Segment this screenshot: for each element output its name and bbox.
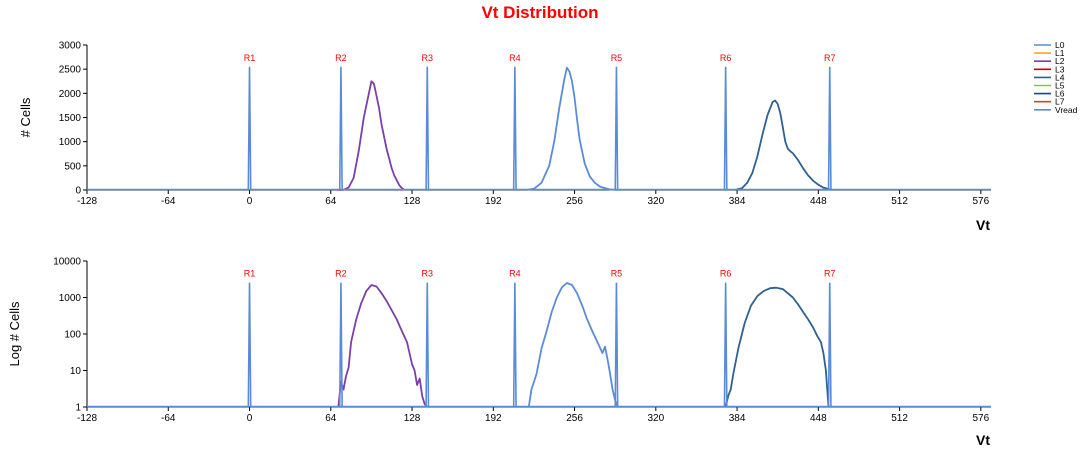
x-tick-label: 576 — [972, 196, 989, 207]
y-axis-label: Log # Cells — [7, 301, 22, 367]
legend-label-L7: L7 — [1055, 97, 1065, 107]
series-L0-line — [526, 66, 618, 191]
read-level-R6-label: R6 — [720, 269, 732, 279]
read-level-R1-label: R1 — [244, 53, 256, 63]
y-tick-label: 10 — [70, 366, 82, 377]
series-group — [87, 66, 991, 191]
legend-label-L0: L0 — [1055, 40, 1065, 50]
y-tick-label: 1000 — [59, 137, 82, 148]
y-tick-label: 0 — [75, 186, 81, 197]
read-level-R6-line — [723, 282, 728, 408]
series-L4-line — [734, 99, 832, 191]
legend-label-L2: L2 — [1055, 56, 1065, 66]
x-tick-label: 448 — [810, 196, 827, 207]
x-tick-label: 192 — [485, 196, 502, 207]
read-level-R5-label: R5 — [611, 269, 623, 279]
plot-2: 1 10 100 1000 10000 -128 -64 0 64 128 192 256 320 384… — [7, 257, 991, 448]
read-level-R1-line — [247, 66, 252, 191]
legend-label-L1: L1 — [1055, 48, 1065, 58]
read-level-R7-line — [827, 282, 832, 408]
legend-label-L3: L3 — [1055, 64, 1065, 74]
x-tick-label: -64 — [161, 196, 176, 207]
series-L0-line — [527, 282, 619, 408]
read-level-R2-label: R2 — [335, 53, 347, 63]
x-tick-label: 0 — [247, 413, 253, 424]
x-tick-label: 192 — [485, 413, 502, 424]
y-tick-label: 1000 — [59, 293, 82, 304]
x-tick-label: 512 — [891, 413, 908, 424]
x-tick-label: 576 — [972, 413, 989, 424]
x-axis-label: Vt — [976, 432, 990, 448]
series-L2-line — [337, 284, 428, 408]
x-tick-label: 320 — [647, 196, 664, 207]
read-level-R3-line — [425, 66, 430, 191]
read-level-R4-line — [512, 282, 517, 408]
x-tick-label: 64 — [325, 413, 337, 424]
legend-label-L6: L6 — [1055, 89, 1065, 99]
series-L4-line — [724, 286, 830, 408]
x-tick-label: 128 — [404, 196, 421, 207]
x-tick-label: -128 — [77, 413, 97, 424]
y-tick-label: 100 — [64, 330, 81, 341]
x-tick-label: 0 — [247, 196, 253, 207]
y-tick-label: 1 — [75, 403, 81, 414]
read-level-R5-label: R5 — [611, 53, 623, 63]
x-tick-label: 448 — [810, 413, 827, 424]
x-axis-label: Vt — [976, 217, 990, 233]
x-tick-label: 64 — [325, 196, 337, 207]
read-level-R5-line — [614, 282, 619, 408]
read-level-R3-label: R3 — [422, 269, 434, 279]
y-tick-label: 1500 — [59, 113, 82, 124]
x-tick-label: -64 — [161, 413, 176, 424]
read-level-R4-line — [512, 66, 517, 191]
y-axis-label: # Cells — [18, 97, 33, 137]
read-level-R1-line — [247, 282, 252, 408]
y-tick-label: 10000 — [53, 257, 81, 268]
read-level-R6-line — [723, 66, 728, 191]
read-level-R3-label: R3 — [422, 53, 434, 63]
read-level-R7-line — [827, 66, 832, 191]
read-level-R4-label: R4 — [509, 53, 521, 63]
read-level-R2-line — [338, 66, 343, 191]
y-tick-label: 500 — [64, 161, 81, 172]
y-tick-label: 3000 — [59, 41, 82, 52]
legend-label-L5: L5 — [1055, 81, 1065, 91]
x-tick-label: 384 — [729, 413, 746, 424]
series-L2-line — [338, 80, 405, 191]
chart-title: Vt Distribution — [481, 3, 599, 22]
series-group — [87, 282, 991, 408]
x-tick-label: 256 — [566, 413, 583, 424]
plot-1: 0 500 1000 1500 2000 2500 3000 -128 -64 0 64 128 192… — [18, 41, 991, 233]
read-level-R7-label: R7 — [824, 269, 836, 279]
read-level-R4-label: R4 — [509, 269, 521, 279]
read-level-R1-label: R1 — [244, 269, 256, 279]
x-tick-label: -128 — [77, 196, 97, 207]
y-tick-label: 2500 — [59, 65, 82, 76]
x-tick-label: 256 — [566, 196, 583, 207]
read-level-R6-label: R6 — [720, 53, 732, 63]
read-level-R2-line — [338, 282, 343, 408]
x-tick-label: 128 — [404, 413, 421, 424]
legend-label-Vread: Vread — [1055, 105, 1078, 115]
x-tick-label: 320 — [647, 413, 664, 424]
y-tick-label: 2000 — [59, 89, 82, 100]
read-level-R5-line — [614, 66, 619, 191]
read-level-R2-label: R2 — [335, 269, 347, 279]
legend-label-L4: L4 — [1055, 72, 1065, 82]
x-tick-label: 512 — [891, 196, 908, 207]
read-level-R7-label: R7 — [824, 53, 836, 63]
read-level-R3-line — [425, 282, 430, 408]
x-tick-label: 384 — [729, 196, 746, 207]
